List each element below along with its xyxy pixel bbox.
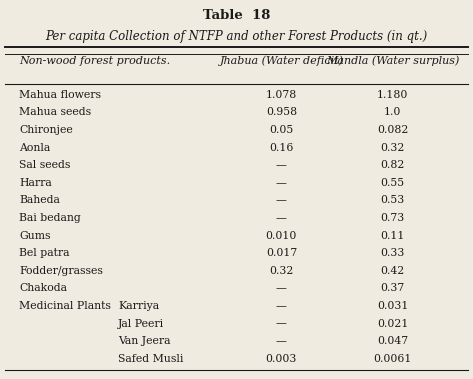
Text: 0.958: 0.958 [266,107,297,117]
Text: Mahua flowers: Mahua flowers [19,90,101,100]
Text: 0.55: 0.55 [380,178,405,188]
Text: 0.42: 0.42 [380,266,405,276]
Text: 0.53: 0.53 [380,196,405,205]
Text: Mahua seeds: Mahua seeds [19,107,91,117]
Text: 0.37: 0.37 [380,283,405,293]
Text: Chironjee: Chironjee [19,125,73,135]
Text: 0.16: 0.16 [269,143,294,153]
Text: Bai bedang: Bai bedang [19,213,81,223]
Text: —: — [276,213,287,223]
Text: Safed Musli: Safed Musli [118,354,184,364]
Text: Sal seeds: Sal seeds [19,160,70,170]
Text: Medicinal Plants: Medicinal Plants [19,301,111,311]
Text: 1.180: 1.180 [377,90,408,100]
Text: 0.82: 0.82 [380,160,405,170]
Text: 0.021: 0.021 [377,319,408,329]
Text: 0.73: 0.73 [380,213,405,223]
Text: Bel patra: Bel patra [19,248,70,258]
Text: Baheda: Baheda [19,196,60,205]
Text: Mandla (Water surplus): Mandla (Water surplus) [326,56,459,66]
Text: 0.082: 0.082 [377,125,408,135]
Text: Jal Peeri: Jal Peeri [118,319,165,329]
Text: —: — [276,160,287,170]
Text: 0.031: 0.031 [377,301,408,311]
Text: Van Jeera: Van Jeera [118,336,171,346]
Text: Per capita Collection of NTFP and other Forest Products (in qt.): Per capita Collection of NTFP and other … [45,30,428,43]
Text: Table  18: Table 18 [203,9,270,22]
Text: Non-wood forest products.: Non-wood forest products. [19,56,170,66]
Text: Harra: Harra [19,178,52,188]
Text: 0.32: 0.32 [380,143,405,153]
Text: Chakoda: Chakoda [19,283,67,293]
Text: —: — [276,301,287,311]
Text: —: — [276,283,287,293]
Text: 0.047: 0.047 [377,336,408,346]
Text: 0.32: 0.32 [269,266,294,276]
Text: 0.11: 0.11 [380,231,405,241]
Text: 1.0: 1.0 [384,107,401,117]
Text: —: — [276,319,287,329]
Text: Gums: Gums [19,231,51,241]
Text: Jhabua (Water deficit): Jhabua (Water deficit) [219,56,343,66]
Text: —: — [276,336,287,346]
Text: —: — [276,178,287,188]
Text: 0.010: 0.010 [266,231,297,241]
Text: 0.0061: 0.0061 [373,354,412,364]
Text: 0.003: 0.003 [266,354,297,364]
Text: 0.33: 0.33 [380,248,405,258]
Text: 0.017: 0.017 [266,248,297,258]
Text: Fodder/grasses: Fodder/grasses [19,266,103,276]
Text: 1.078: 1.078 [266,90,297,100]
Text: 0.05: 0.05 [269,125,294,135]
Text: —: — [276,196,287,205]
Text: Karriya: Karriya [118,301,159,311]
Text: Aonla: Aonla [19,143,50,153]
